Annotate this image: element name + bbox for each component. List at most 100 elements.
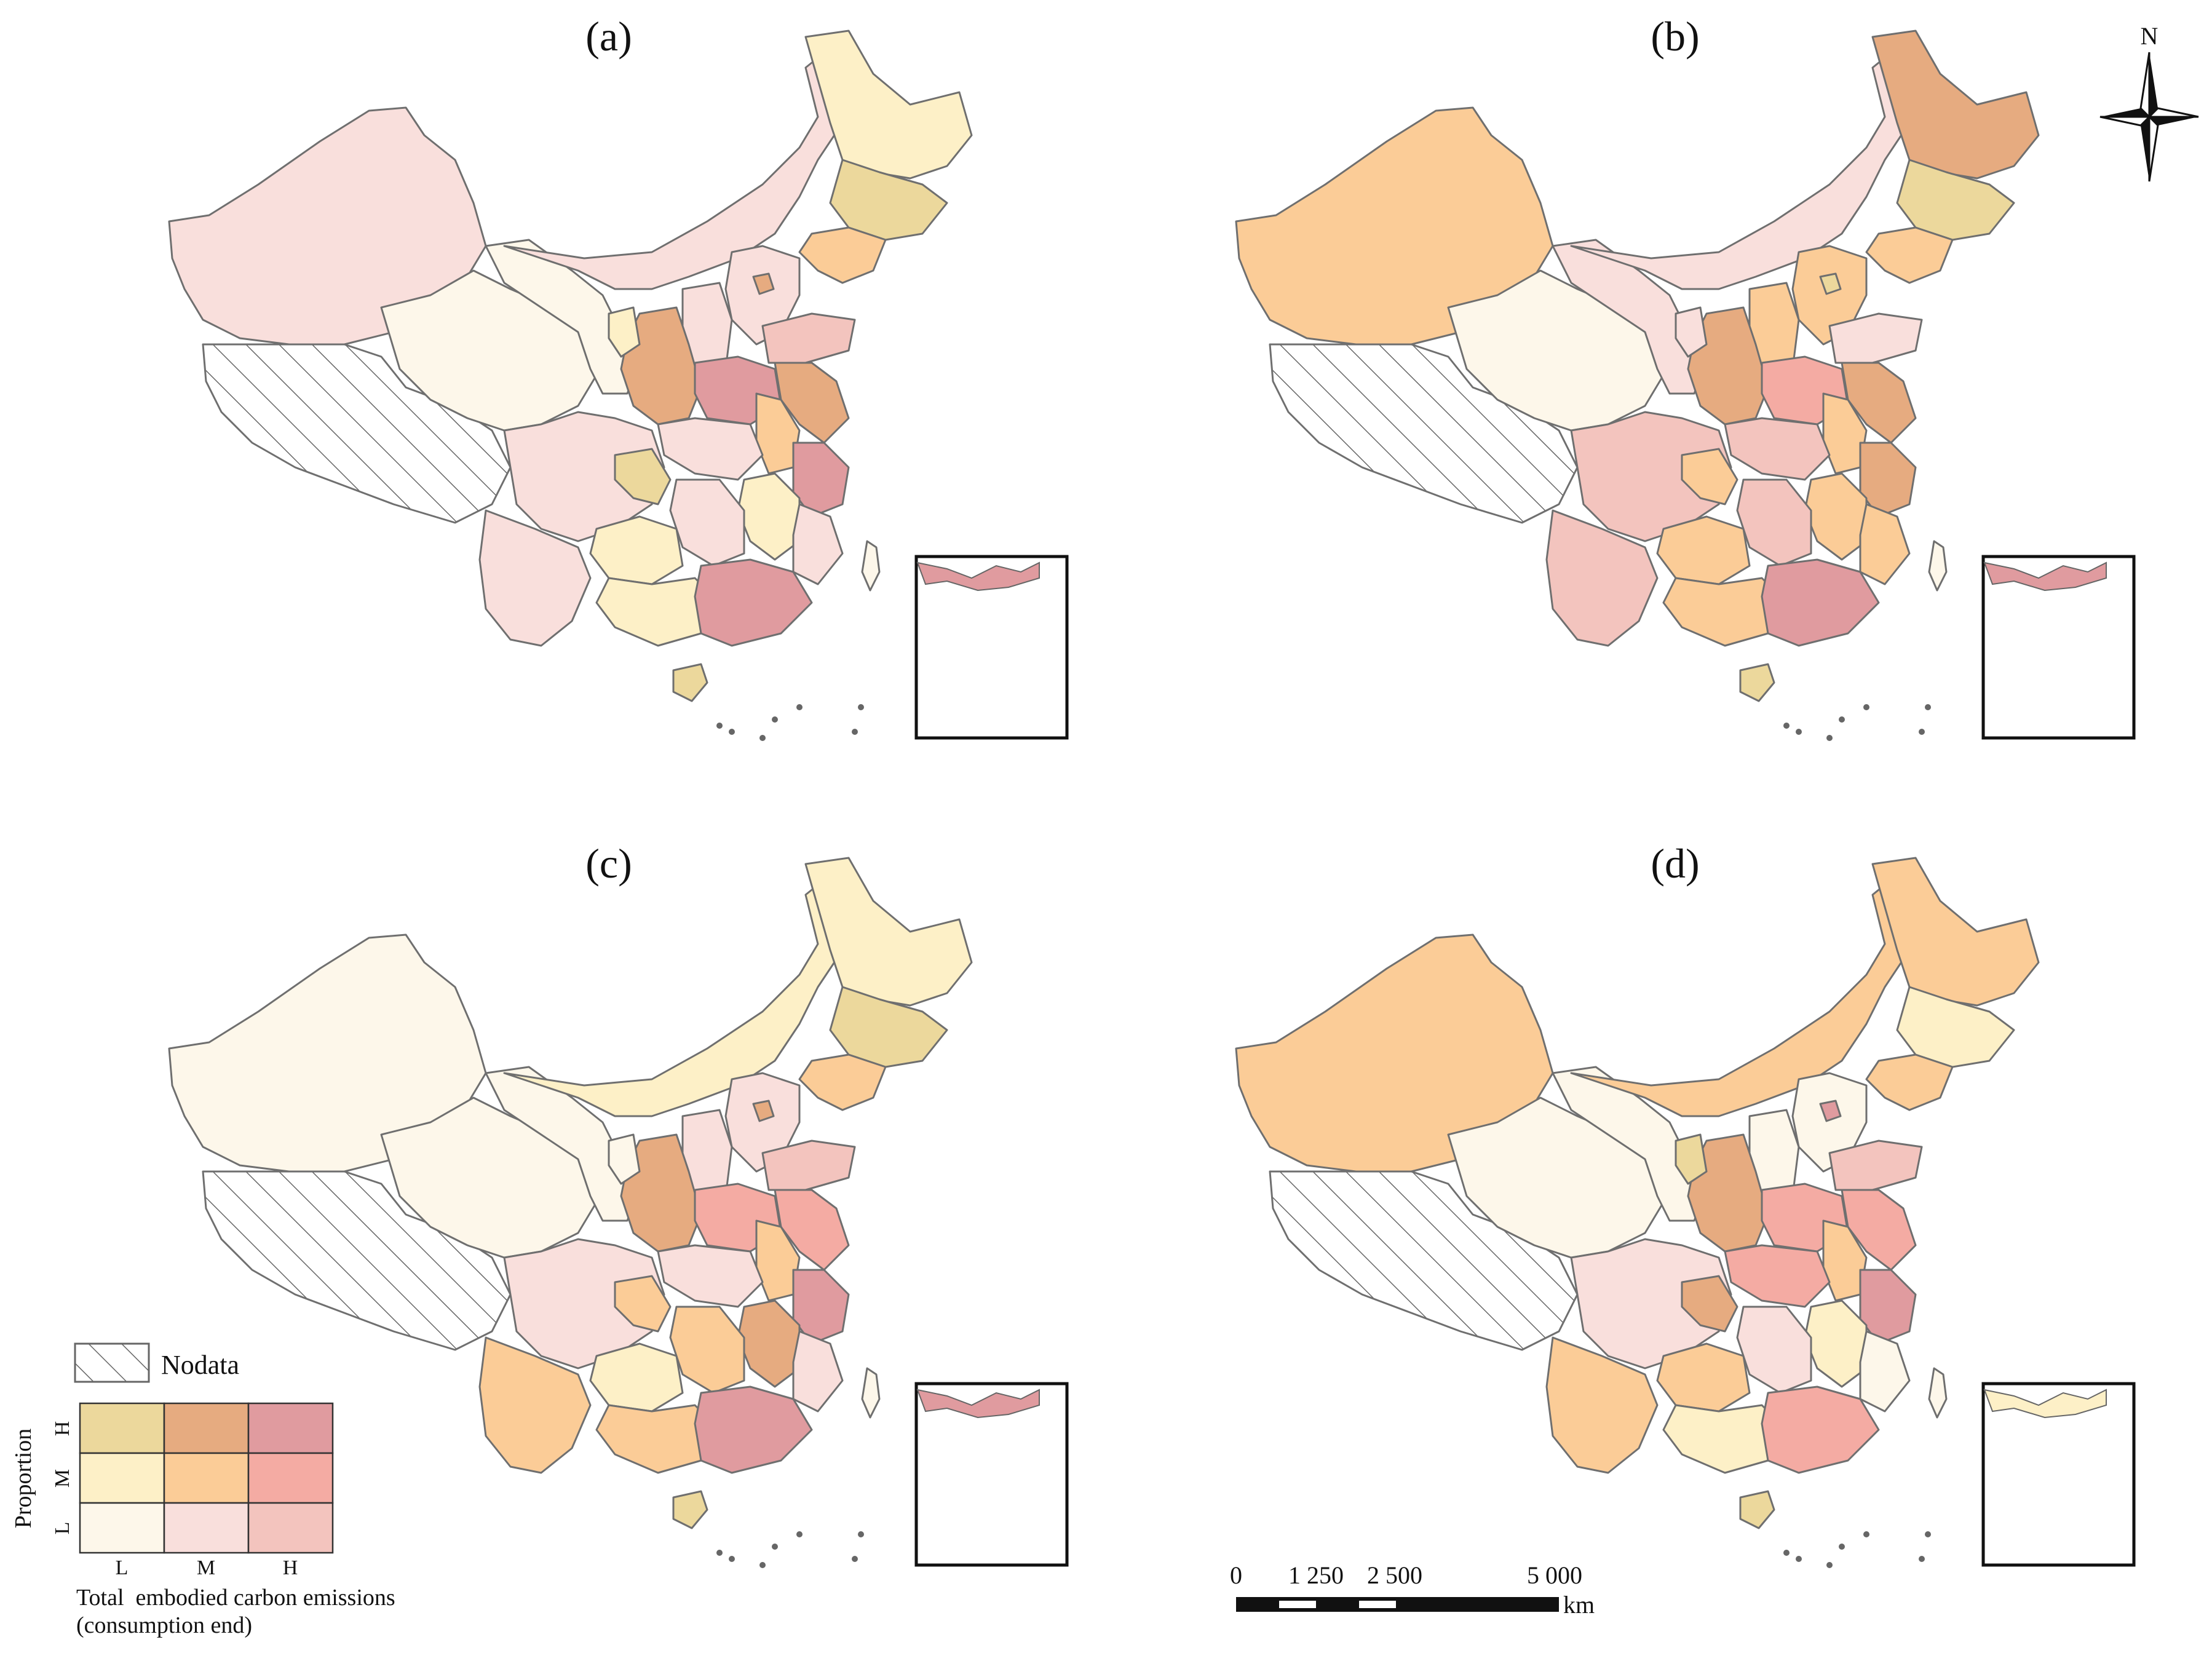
province-xinjiang [168,106,487,346]
north-arrow-icon [2099,52,2199,182]
island-dot [1863,1531,1869,1537]
legend-y-axis-label: Proportion [10,1429,36,1529]
island-dot [1783,1550,1790,1556]
province-hubei [1724,417,1831,481]
province-neimenggu [1570,869,1917,1117]
province-liaoning [1865,1053,1954,1111]
province-jiangxi [1804,472,1868,561]
inset-coastline [916,561,1040,592]
panel-label-d: (d) [1651,840,1699,887]
legend-x-axis-label-1: Total embodied carbon emissions [76,1585,395,1611]
island-dot [858,1531,864,1537]
province-hubei [657,417,764,481]
island-dot [729,1556,735,1562]
province-ningxia [1675,1133,1708,1185]
legend-cell-LM [79,1452,165,1504]
province-chongqing [614,1275,672,1333]
legend-cell-HL [247,1502,334,1554]
map-panel-d [1235,857,2136,1568]
map-panel-b [1235,30,2136,741]
panel-label-c: (c) [585,840,632,887]
island-dot [729,729,735,735]
province-hubei [1724,1244,1831,1308]
legend-cell-HM [247,1452,334,1504]
island-dot [796,1531,803,1537]
scale-label-5000: 5 000 [1527,1561,1582,1589]
legend-y-level-M: M [51,1469,74,1488]
island-dot [852,1556,858,1562]
province-liaoning [798,1053,887,1111]
island-dot [1925,1531,1931,1537]
province-ningxia [608,1133,641,1185]
province-tibet [202,1170,512,1351]
island-dot [1863,704,1869,710]
province-neimenggu [1570,42,1917,290]
province-beijing [752,272,775,295]
legend-x-axis-label-2: (consumption end) [76,1612,252,1638]
province-qinghai [1447,269,1665,432]
province-guizhou [1656,1342,1751,1413]
province-sichuan [503,1238,665,1370]
island-dot [1839,1544,1845,1550]
island-dot [1925,704,1931,710]
compass-label: N [2141,22,2158,50]
province-guizhou [1656,515,1751,585]
province-guangdong [694,558,813,647]
island-dot [772,1544,778,1550]
province-yunnan [1545,1336,1659,1474]
province-jiangxi [737,472,801,561]
province-shandong [761,1140,856,1191]
province-gansu [485,1066,641,1222]
island-dot [1919,729,1925,735]
bivariate-legend-grid [79,1402,334,1554]
island-dot [1839,716,1845,723]
province-hubei [657,1244,764,1308]
province-liaoning [798,226,887,284]
legend-cell-HH [247,1402,334,1454]
province-xinjiang [1235,934,1554,1173]
legend-cell-MH [163,1402,250,1454]
province-tibet [1269,1170,1579,1351]
island-dot [858,704,864,710]
province-gansu [485,239,641,395]
province-guangdong [1761,1385,1880,1474]
scale-label-0: 0 [1230,1561,1242,1589]
map-panel-a [168,30,1069,741]
province-hunan [1736,1306,1812,1394]
island-dot [1826,1562,1833,1568]
legend-cell-MM [163,1452,250,1504]
province-fujian [792,503,844,585]
province-liaoning [1865,226,1954,284]
province-sichuan [1570,1238,1732,1370]
province-heilongjiang [1871,30,2040,180]
island-dot [1796,729,1802,735]
island-dot [772,716,778,723]
scale-label-1250: 1 250 [1288,1561,1344,1589]
province-neimenggu [503,42,850,290]
inset-coastline [1983,1389,2107,1419]
province-qinghai [380,1096,598,1259]
island-dot [796,704,803,710]
province-taiwan [1928,1367,1948,1419]
panel-label-b: (b) [1651,13,1699,60]
province-hunan [669,1306,745,1394]
province-fujian [1859,1330,1911,1413]
province-guangdong [694,1385,813,1474]
island-dot [1826,735,1833,741]
province-yunnan [478,1336,592,1474]
province-sichuan [503,411,665,542]
province-hunan [1736,478,1812,567]
panel-label-a: (a) [585,13,632,60]
province-heilongjiang [1871,857,2040,1007]
island-dot [716,1550,723,1556]
province-chongqing [1681,448,1738,505]
province-jilin [1896,986,2015,1068]
legend-y-level-L: L [51,1522,74,1535]
province-ningxia [1675,306,1708,358]
province-shandong [1828,312,1923,364]
province-qinghai [1447,1096,1665,1259]
island-dot [1783,723,1790,729]
province-xinjiang [168,934,487,1173]
scale-label-2500: 2 500 [1367,1561,1422,1589]
